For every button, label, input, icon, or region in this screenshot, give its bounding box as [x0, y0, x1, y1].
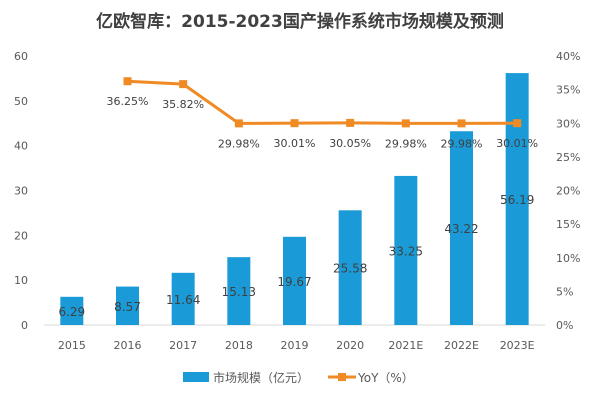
- yoy-marker: [234, 119, 243, 128]
- x-tick-label: 2015: [58, 339, 86, 352]
- yoy-marker: [513, 119, 522, 128]
- y-right-tick-label: 20%: [556, 185, 580, 198]
- yoy-data-label: 29.98%: [218, 137, 260, 150]
- bar: [450, 131, 473, 325]
- x-tick-label: 2023E: [500, 339, 535, 352]
- yoy-marker: [179, 80, 188, 89]
- bar-data-label: 33.25: [389, 244, 423, 258]
- bar: [227, 257, 251, 325]
- yoy-line: [127, 79, 518, 125]
- yoy-data-label: 30.01%: [496, 137, 538, 150]
- bar: [116, 286, 139, 325]
- x-tick-label: 2018: [225, 339, 253, 352]
- legend: 市场规模（亿元） YoY（%）: [183, 370, 414, 385]
- legend-label-line: YoY（%）: [357, 371, 414, 385]
- x-tick-label: 2022E: [444, 339, 479, 352]
- y-right-tick-label: 30%: [556, 117, 580, 130]
- y-right-tick-label: 15%: [556, 218, 580, 231]
- y-left-tick-label: 50: [14, 95, 28, 108]
- bar-data-label: 56.19: [500, 193, 534, 207]
- bar: [283, 236, 306, 325]
- chart-title: 亿欧智库：2015-2023国产操作系统市场规模及预测: [96, 11, 504, 32]
- yoy-data-label: 30.01%: [274, 137, 316, 150]
- y-left-tick-label: 30: [14, 185, 28, 198]
- y-right-tick-label: 25%: [556, 151, 580, 164]
- y-left-tick-label: 10: [14, 274, 28, 287]
- x-tick-label: 2020: [336, 339, 364, 352]
- yoy-marker: [123, 77, 132, 86]
- y-right-tick-label: 0%: [556, 319, 573, 332]
- y-left-tick-label: 0: [21, 319, 28, 332]
- y-right-tick-label: 10%: [556, 252, 580, 265]
- y-right-tick-label: 40%: [556, 50, 580, 63]
- yoy-marker: [346, 118, 355, 127]
- bar-data-label: 8.57: [114, 300, 141, 314]
- yoy-data-label: 35.82%: [162, 98, 204, 111]
- y-left-tick-label: 40: [14, 140, 28, 153]
- bar-data-label: 25.58: [333, 262, 367, 276]
- yoy-data-label: 29.98%: [441, 137, 483, 150]
- bar-data-label: 19.67: [277, 275, 311, 289]
- legend-label-bar: 市场规模（亿元）: [213, 370, 309, 385]
- bar: [338, 210, 362, 325]
- bar: [60, 296, 84, 325]
- y-left-tick-label: 60: [14, 50, 28, 63]
- bar-data-label: 11.64: [166, 293, 200, 307]
- yoy-marker: [401, 119, 410, 128]
- bar-data-label: 6.29: [58, 305, 85, 319]
- x-tick-label: 2021E: [388, 339, 423, 352]
- yoy-marker: [457, 119, 466, 128]
- yoy-data-label: 30.05%: [329, 137, 371, 150]
- yoy-marker: [290, 119, 299, 128]
- legend-swatch-marker: [338, 373, 346, 381]
- x-tick-label: 2016: [114, 339, 142, 352]
- y-left-tick-label: 20: [14, 229, 28, 242]
- yoy-data-label: 36.25%: [107, 95, 149, 108]
- x-tick-label: 2017: [169, 339, 197, 352]
- bar-data-label: 43.22: [444, 222, 478, 236]
- bar: [505, 73, 529, 325]
- x-tick-label: 2019: [281, 339, 309, 352]
- y-right-tick-label: 5%: [556, 285, 573, 298]
- bar: [171, 272, 195, 325]
- legend-swatch-bar: [183, 372, 209, 382]
- y-right-tick-label: 35%: [556, 84, 580, 97]
- bar: [394, 175, 418, 325]
- bar-data-label: 15.13: [222, 285, 256, 299]
- yoy-data-label: 29.98%: [385, 137, 427, 150]
